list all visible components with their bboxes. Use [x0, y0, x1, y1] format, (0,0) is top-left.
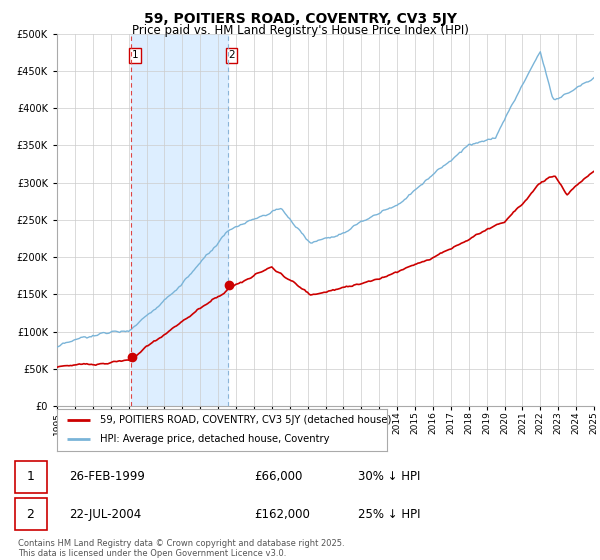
- Text: Price paid vs. HM Land Registry's House Price Index (HPI): Price paid vs. HM Land Registry's House …: [131, 24, 469, 36]
- Text: £162,000: £162,000: [254, 507, 310, 521]
- Bar: [15, 498, 47, 530]
- Text: 1: 1: [131, 50, 138, 60]
- Text: 22-JUL-2004: 22-JUL-2004: [70, 507, 142, 521]
- Text: HPI: Average price, detached house, Coventry: HPI: Average price, detached house, Cove…: [100, 435, 329, 445]
- Text: 59, POITIERS ROAD, COVENTRY, CV3 5JY (detached house): 59, POITIERS ROAD, COVENTRY, CV3 5JY (de…: [100, 415, 391, 425]
- Text: £66,000: £66,000: [254, 470, 302, 483]
- Text: 25% ↓ HPI: 25% ↓ HPI: [358, 507, 420, 521]
- Text: 59, POITIERS ROAD, COVENTRY, CV3 5JY: 59, POITIERS ROAD, COVENTRY, CV3 5JY: [143, 12, 457, 26]
- Text: 30% ↓ HPI: 30% ↓ HPI: [358, 470, 420, 483]
- Bar: [15, 460, 47, 493]
- Text: 2: 2: [26, 507, 34, 521]
- Text: 26-FEB-1999: 26-FEB-1999: [70, 470, 145, 483]
- Text: Contains HM Land Registry data © Crown copyright and database right 2025.
This d: Contains HM Land Registry data © Crown c…: [18, 539, 344, 558]
- Text: 2: 2: [228, 50, 235, 60]
- Bar: [131, 34, 228, 406]
- Text: 1: 1: [26, 470, 34, 483]
